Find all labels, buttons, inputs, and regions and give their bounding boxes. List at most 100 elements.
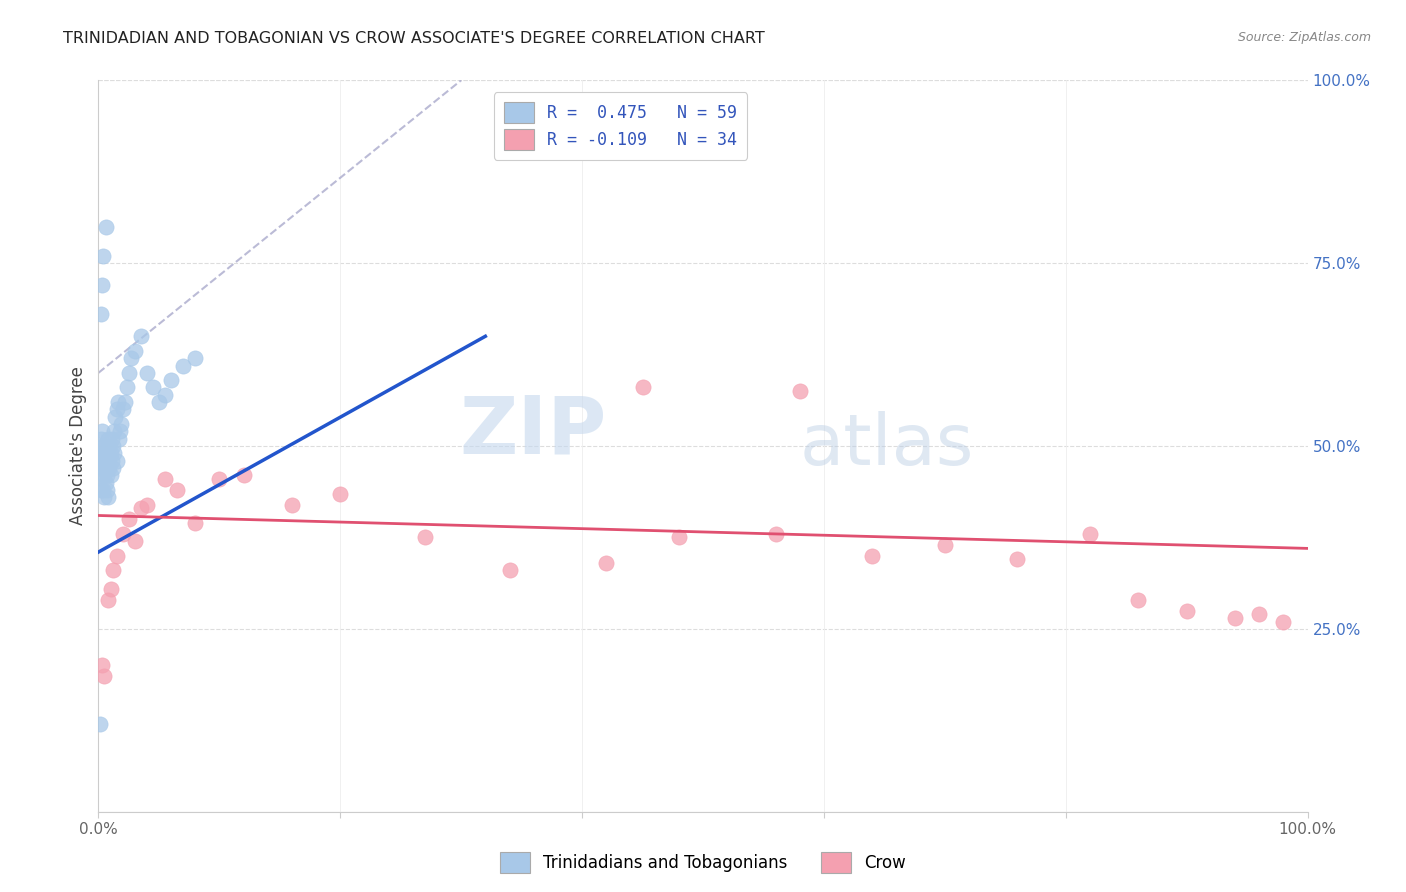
Point [789,384,811,399]
Point [93,439,115,453]
Point [103,446,125,460]
Point [232,468,254,483]
Point [148,395,170,409]
Point [329,486,352,500]
Point [91,658,114,673]
Point [281,498,304,512]
Point [153,388,176,402]
Point [91,439,114,453]
Point [100,432,122,446]
Point [1249,607,1271,622]
Point [105,549,128,563]
Point [184,516,207,530]
Point [934,538,956,552]
Point [91,249,114,263]
Point [135,498,157,512]
Point [100,468,122,483]
Point [108,432,131,446]
Legend: Trinidadians and Tobagonians, Crow: Trinidadians and Tobagonians, Crow [494,846,912,880]
Point [184,351,207,366]
Point [160,373,183,387]
Point [413,530,436,544]
Point [120,351,142,366]
Point [94,475,117,490]
Point [93,669,115,683]
Point [90,432,112,446]
Point [91,446,114,460]
Point [97,432,120,446]
Text: ZIP: ZIP [458,392,606,470]
Point [1272,615,1295,629]
Point [631,380,654,394]
Y-axis label: Associate's Degree: Associate's Degree [69,367,87,525]
Text: atlas: atlas [800,411,974,481]
Legend: R =  0.475   N = 59, R = -0.109   N = 34: R = 0.475 N = 59, R = -0.109 N = 34 [494,92,747,160]
Point [118,512,141,526]
Point [765,526,787,541]
Point [89,457,111,471]
Point [668,530,690,544]
Point [166,483,188,497]
Point [111,402,134,417]
Text: Source: ZipAtlas.com: Source: ZipAtlas.com [1237,31,1371,45]
Point [97,490,120,504]
Point [124,343,146,358]
Point [100,453,122,467]
Point [96,483,118,497]
Point [104,409,127,424]
Point [1175,603,1198,617]
Point [129,329,152,343]
Point [90,483,112,497]
Point [1128,592,1150,607]
Point [172,359,194,373]
Point [97,453,120,467]
Point [595,556,617,570]
Point [101,461,124,475]
Point [101,439,124,453]
Point [91,453,114,467]
Point [110,417,132,431]
Point [1223,611,1246,625]
Point [98,461,121,475]
Point [91,461,114,475]
Point [1078,526,1101,541]
Point [860,549,883,563]
Point [118,366,141,380]
Point [100,446,122,460]
Point [100,582,122,596]
Point [90,307,112,321]
Point [498,563,520,577]
Text: TRINIDADIAN AND TOBAGONIAN VS CROW ASSOCIATE'S DEGREE CORRELATION CHART: TRINIDADIAN AND TOBAGONIAN VS CROW ASSOC… [63,31,765,46]
Point [153,472,176,486]
Point [1007,552,1029,566]
Point [89,468,111,483]
Point [93,468,115,483]
Point [101,563,124,577]
Point [97,592,120,607]
Point [117,380,139,394]
Point [91,483,114,497]
Point [93,453,115,467]
Point [142,380,165,394]
Point [91,425,114,439]
Point [208,472,231,486]
Point [89,717,111,731]
Point [98,439,121,453]
Point [93,490,115,504]
Point [91,278,114,293]
Point [96,468,118,483]
Point [96,446,118,460]
Point [94,219,117,234]
Point [129,501,152,516]
Point [103,425,125,439]
Point [114,395,136,409]
Point [105,402,128,417]
Point [135,366,157,380]
Point [111,526,134,541]
Point [94,461,117,475]
Point [90,446,112,460]
Point [108,425,131,439]
Point [105,453,128,467]
Point [107,395,129,409]
Point [124,534,146,549]
